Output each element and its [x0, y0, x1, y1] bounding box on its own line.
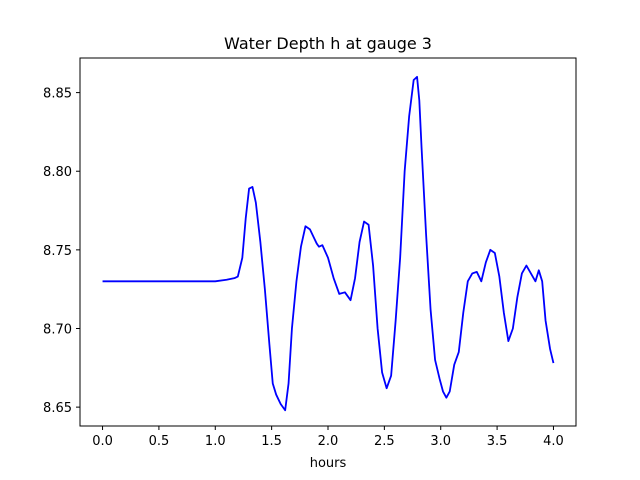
x-tick-label: 4.0 [543, 434, 564, 449]
x-tick-label: 0.5 [149, 434, 170, 449]
y-tick-label: 8.75 [43, 244, 72, 259]
x-tick-label: 3.0 [430, 434, 451, 449]
x-tick-label: 2.0 [318, 434, 339, 449]
x-tick-label: 0.0 [92, 434, 113, 449]
x-axis-label: hours [310, 456, 347, 471]
y-tick-label: 8.80 [43, 165, 72, 180]
plot-area: 0.0 0.5 1.0 1.5 2.0 2.5 3.0 3.5 4.0 8.65 8.70 8.75 8… [43, 57, 577, 449]
x-tick-label: 2.5 [374, 434, 395, 449]
chart-title: Water Depth h at gauge 3 [224, 34, 432, 53]
series-line-0 [102, 75, 555, 412]
x-tick-label: 1.5 [261, 434, 282, 449]
x-tick-label: 3.5 [487, 434, 508, 449]
x-tick-label: 1.0 [205, 434, 226, 449]
y-tick-label: 8.85 [43, 87, 72, 102]
y-tick-label: 8.65 [43, 401, 72, 416]
y-tick-label: 8.70 [43, 322, 72, 337]
